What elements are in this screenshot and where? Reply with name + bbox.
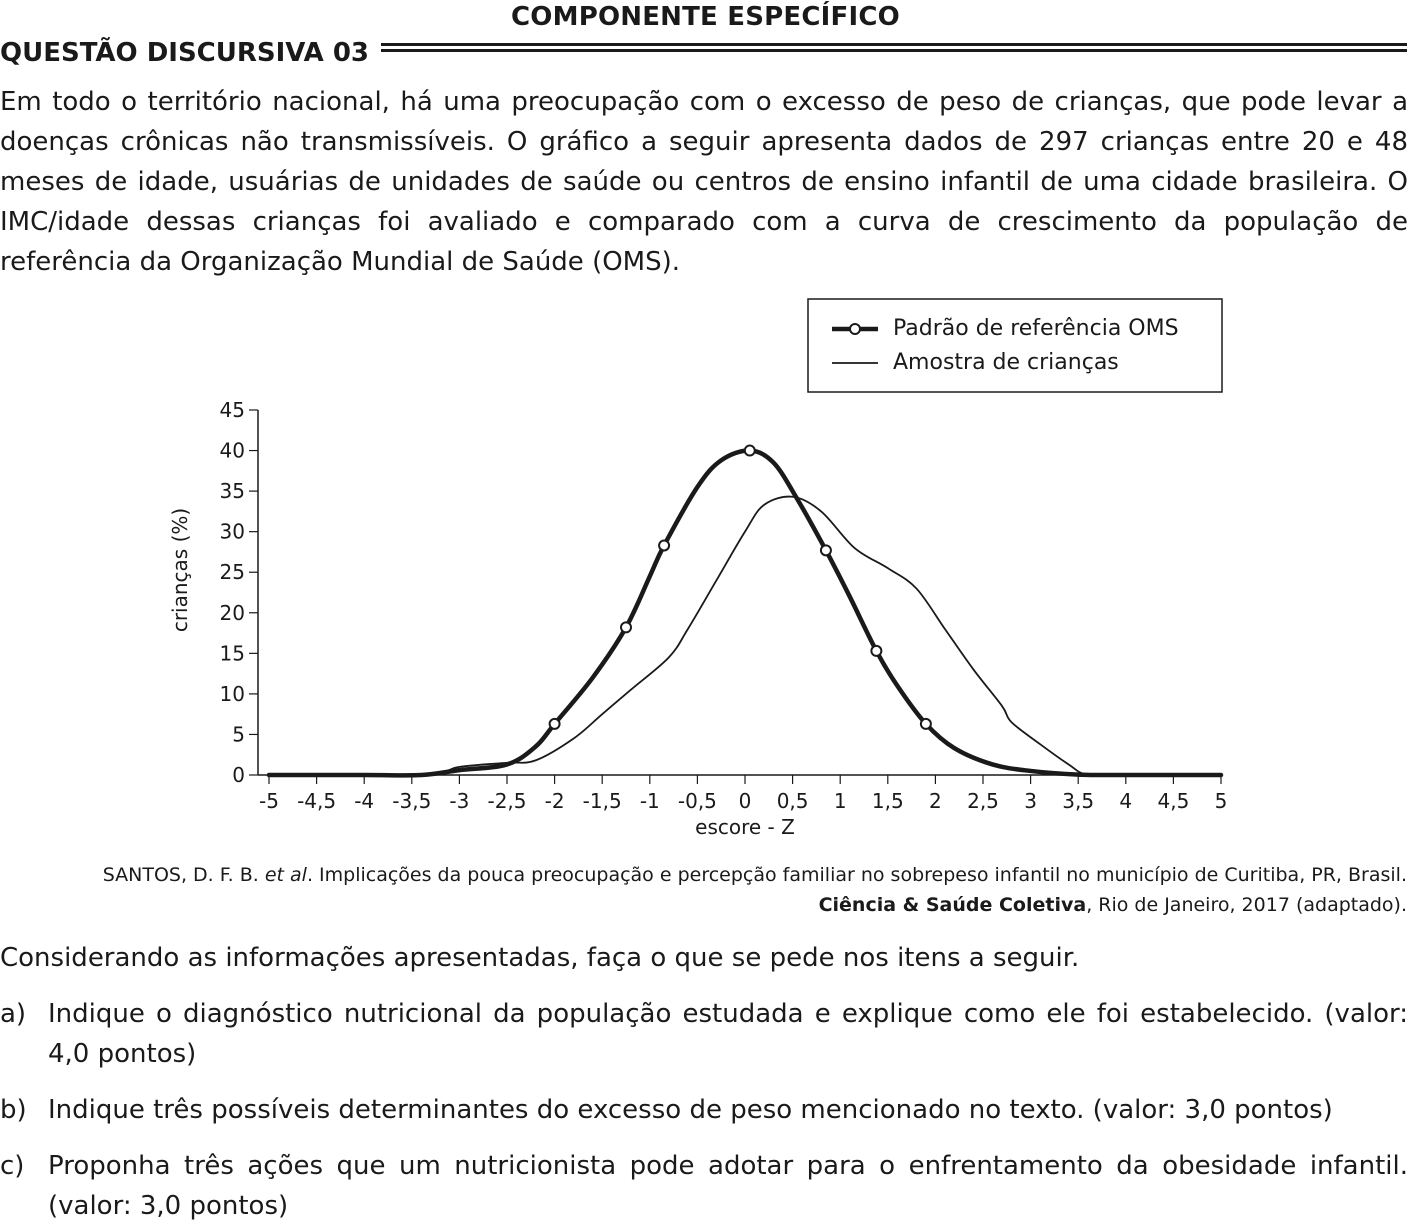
data-point-marker <box>548 717 561 730</box>
item-c-marker: c) <box>0 1151 25 1181</box>
x-tick-label: -5 <box>259 789 279 813</box>
x-tick-label: -1,5 <box>583 789 622 813</box>
x-axis-label: escore - Z <box>695 815 795 839</box>
item-b-marker: b) <box>0 1095 27 1125</box>
item-a-text: Indique o diagnóstico nutricional da pop… <box>48 999 1408 1069</box>
item-c: c) Proponha três ações que um nutricioni… <box>0 1146 1408 1226</box>
source-journal-suffix: , Rio de Janeiro, 2017 (adaptado). <box>1086 894 1407 916</box>
x-tick-label: -3 <box>449 789 469 813</box>
x-tick-label: 0,5 <box>777 789 809 813</box>
x-tick-label: 4 <box>1119 789 1132 813</box>
legend-oms-label: Padrão de referência OMS <box>893 316 1179 341</box>
y-tick-label: 5 <box>232 722 245 746</box>
source-journal: Ciência & Saúde Coletiva <box>818 894 1087 916</box>
y-tick-label: 15 <box>220 641 245 665</box>
y-axis-label: crianças (%) <box>168 508 192 632</box>
x-tick-label: 5 <box>1215 789 1228 813</box>
data-point-marker <box>743 444 756 457</box>
source-prefix: SANTOS, D. F. B. <box>102 864 265 886</box>
y-tick-label: 20 <box>220 601 245 625</box>
chart-legend: Padrão de referência OMS Amostra de cria… <box>807 298 1223 393</box>
x-tick-label: -4,5 <box>297 789 336 813</box>
y-tick-label: 25 <box>220 560 245 584</box>
data-point-marker <box>658 539 671 552</box>
series-line-oms <box>266 448 1224 778</box>
x-tick-label: -2 <box>545 789 565 813</box>
y-tick-label: 35 <box>220 479 245 503</box>
x-tick-label: 3,5 <box>1062 789 1094 813</box>
x-tick-label: 1 <box>834 789 847 813</box>
x-tick-label: -3,5 <box>392 789 431 813</box>
series-line-sample <box>268 495 1222 777</box>
item-b-text: Indique três possíveis determinantes do … <box>48 1095 1333 1125</box>
item-a: a) Indique o diagnóstico nutricional da … <box>0 994 1408 1074</box>
data-point-marker <box>620 621 632 634</box>
x-tick-label: -1 <box>640 789 660 813</box>
legend-oms-marker <box>849 323 861 335</box>
x-tick-label: 4,5 <box>1157 789 1189 813</box>
x-tick-label: 2,5 <box>967 789 999 813</box>
source-citation: SANTOS, D. F. B. et al. Implicações da p… <box>27 860 1407 920</box>
chart-series-layer <box>266 444 1224 778</box>
data-point-marker <box>919 717 932 730</box>
x-tick-label: 0 <box>739 789 752 813</box>
question-title: QUESTÃO DISCURSIVA 03 <box>0 38 382 68</box>
title-rule <box>360 43 1407 52</box>
y-tick-label: 30 <box>220 520 245 544</box>
data-point-marker <box>819 544 832 557</box>
prompt-text: Considerando as informações apresentadas… <box>0 943 1080 973</box>
y-tick-label: 40 <box>220 439 245 463</box>
y-tick-label: 10 <box>220 682 245 706</box>
data-point-marker <box>870 644 883 657</box>
legend-sample-label: Amostra de crianças <box>893 350 1119 375</box>
y-tick-label: 45 <box>220 398 245 422</box>
x-tick-label: 2 <box>929 789 942 813</box>
legend-box <box>807 298 1223 393</box>
x-tick-label: -2,5 <box>487 789 526 813</box>
y-tick-label: 0 <box>232 763 245 787</box>
item-a-marker: a) <box>0 999 27 1029</box>
figure: 0 5 10 15 20 25 30 35 40 45 -5 -4,5 -4 -3,5 -3 -2,5 -2 -1… <box>0 290 1411 850</box>
item-b: b) Indique três possíveis determinantes … <box>0 1090 1408 1130</box>
source-suffix: . Implicações da pouca preocupação e per… <box>306 864 1407 886</box>
x-tick-label: -0,5 <box>678 789 717 813</box>
intro-paragraph: Em todo o território nacional, há uma pr… <box>0 87 1408 277</box>
section-title: COMPONENTE ESPECÍFICO <box>511 2 900 32</box>
x-tick-label: 3 <box>1024 789 1037 813</box>
x-tick-label: -4 <box>354 789 374 813</box>
source-italic: et al <box>264 864 307 886</box>
item-c-text: Proponha três ações que um nutricionista… <box>48 1151 1408 1221</box>
x-tick-label: 1,5 <box>872 789 904 813</box>
